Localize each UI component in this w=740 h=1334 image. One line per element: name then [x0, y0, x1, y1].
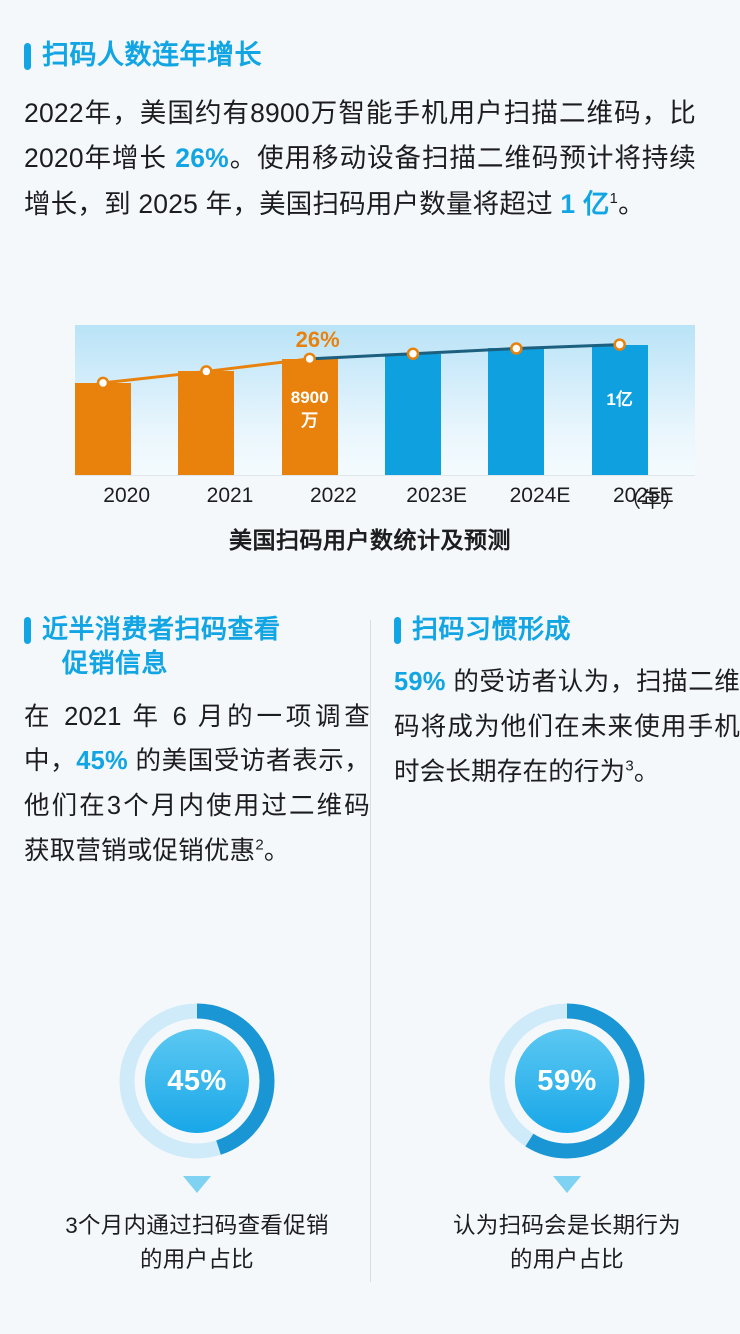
chart-slot	[488, 325, 592, 475]
chart-bar-2023E	[385, 353, 441, 475]
chart-slot: 1亿	[591, 325, 695, 475]
donut-chart-45: 45%	[112, 996, 282, 1166]
donut-ring	[119, 1003, 275, 1159]
right-donut-block: 59% 认为扫码会是长期行为 的用户占比	[394, 996, 740, 1277]
top-highlight-26pct: 26%	[175, 143, 229, 174]
down-triangle-icon	[183, 1176, 211, 1193]
top-para-part-3: 。	[618, 189, 645, 220]
chart-bar-2021	[178, 371, 235, 475]
chart-gridline	[75, 475, 695, 476]
trend-line-segment	[412, 346, 517, 356]
trend-marker-2022	[303, 352, 316, 366]
scan-users-chart: 8900 万 1亿 26% 2020 2021 2022 2023E 2024E 2025E （…	[0, 312, 740, 562]
bottom-columns: 近半消费者扫码查看 促销信息 在 2021 年 6 月的一项调查中，45% 的美国…	[0, 612, 740, 1312]
left-caption-line1: 3个月内通过扫码查看促销	[65, 1213, 329, 1238]
footnote-marker-2: 2	[255, 836, 264, 853]
left-caption-line2: 的用户占比	[139, 1246, 254, 1272]
x-tick-2025E: 2025E	[612, 484, 674, 507]
chart-slot: 8900 万	[281, 325, 385, 475]
donut-value-59: 59%	[515, 1029, 619, 1133]
left-donut-caption: 3个月内通过扫码查看促销 的用户占比	[24, 1209, 370, 1277]
trend-line-segment	[102, 369, 207, 385]
x-axis-unit-label: （年）	[620, 489, 683, 512]
trend-line-segment	[516, 343, 620, 350]
trend-line-segment	[206, 357, 310, 373]
top-paragraph: 2022年，美国约有8900万智能手机用户扫描二维码，比2020年增长 26%。…	[24, 91, 696, 229]
chart-bar-2024E	[488, 348, 545, 475]
column-divider	[370, 620, 371, 1282]
donut-progress-arc	[489, 1003, 645, 1159]
x-tick-2020: 2020	[103, 484, 151, 507]
left-highlight-45pct: 45%	[76, 747, 128, 776]
top-para-part-2: 。使用移动设备扫描二维码预计将持续增长，到 2025 年，美国扫码用户数量将超过	[24, 143, 696, 220]
right-caption-line2: 的用户占比	[509, 1246, 624, 1272]
left-heading-text: 近半消费者扫码查看促销信息	[42, 612, 281, 681]
top-para-part-1: 2022年，美国约有8900万智能手机用户扫描二维码，比2020年增长	[24, 97, 696, 174]
right-para-part-1: 的受访者认为，扫描二维码将成为他们在未来使用手机时会长期存在的行为	[394, 668, 740, 786]
x-tick-2024E: 2024E	[509, 484, 571, 507]
right-para-part-2: 。	[633, 757, 660, 786]
left-heading-line2: 促销信息	[62, 648, 169, 679]
footnote-marker-3: 3	[625, 757, 634, 775]
trend-marker-2021	[200, 365, 213, 378]
right-column-heading: 扫码习惯形成	[394, 612, 740, 646]
chart-x-axis: 2020 2021 2022 2023E 2024E 2025E	[75, 484, 695, 510]
chart-slot	[75, 325, 179, 475]
heading-accent-bar-icon	[24, 43, 31, 70]
left-paragraph: 在 2021 年 6 月的一项调查中，45% 的美国受访者表示，他们在3个月内使…	[24, 695, 370, 874]
donut-progress-arc	[119, 1003, 275, 1159]
top-section-heading: 扫码人数连年增长	[24, 38, 696, 74]
left-para-part-2: 的美国受访者表示，他们在3个月内使用过二维码获取营销或促销优惠	[24, 747, 370, 865]
right-donut-caption: 认为扫码会是长期行为 的用户占比	[394, 1209, 740, 1277]
chart-slot	[178, 325, 282, 475]
left-heading-line1: 近半消费者扫码查看	[42, 614, 281, 644]
bar-value-label-2022: 8900 万	[290, 387, 329, 430]
top-highlight-1yi: 1 亿	[560, 189, 610, 220]
trend-marker-2023E	[406, 347, 420, 360]
heading-accent-bar-icon	[394, 617, 401, 644]
trend-marker-2020	[96, 376, 110, 390]
donut-value-45: 45%	[145, 1029, 249, 1133]
right-paragraph: 59% 的受访者认为，扫描二维码将成为他们在未来使用手机时会长期存在的行为3。	[394, 660, 740, 794]
left-para-part-1: 在 2021 年 6 月的一项调查中，	[24, 702, 370, 776]
chart-trend-line	[96, 338, 626, 390]
trend-marker-2024E	[510, 342, 523, 355]
chart-bar-2025E: 1亿	[591, 344, 648, 475]
left-donut-block: 45% 3个月内通过扫码查看促销 的用户占比	[24, 996, 370, 1277]
x-tick-2022: 2022	[309, 484, 357, 507]
chart-bar-2020	[75, 382, 131, 475]
right-column: 扫码习惯形成 59% 的受访者认为，扫描二维码将成为他们在未来使用手机时会长期存…	[394, 612, 740, 794]
chart-bar-2022: 8900 万	[281, 358, 338, 475]
chart-annotation-26pct: 26%	[295, 326, 340, 352]
heading-accent-bar-icon	[24, 617, 31, 644]
right-caption-line1: 认为扫码会是长期行为	[452, 1213, 681, 1238]
donut-chart-59: 59%	[482, 996, 652, 1166]
x-tick-2023E: 2023E	[406, 484, 468, 507]
trend-line-segment	[309, 352, 414, 361]
bar-value-label-2025E: 1亿	[606, 389, 633, 409]
down-triangle-icon	[553, 1176, 581, 1193]
top-section: 扫码人数连年增长 2022年，美国约有8900万智能手机用户扫描二维码，比202…	[24, 38, 696, 228]
footnote-marker-1: 1	[609, 190, 619, 208]
x-tick-2021: 2021	[206, 484, 254, 507]
left-column: 近半消费者扫码查看促销信息 在 2021 年 6 月的一项调查中，45% 的美国…	[24, 612, 370, 873]
chart-title: 美国扫码用户数统计及预测	[229, 527, 511, 553]
trend-marker-2025E	[613, 338, 626, 351]
right-heading-text: 扫码习惯形成	[412, 614, 572, 644]
donut-ring	[489, 1003, 645, 1159]
left-para-part-3: 。	[263, 836, 290, 865]
top-heading-text: 扫码人数连年增长	[42, 40, 262, 70]
right-highlight-59pct: 59%	[394, 668, 446, 697]
left-column-heading: 近半消费者扫码查看促销信息	[24, 612, 370, 681]
